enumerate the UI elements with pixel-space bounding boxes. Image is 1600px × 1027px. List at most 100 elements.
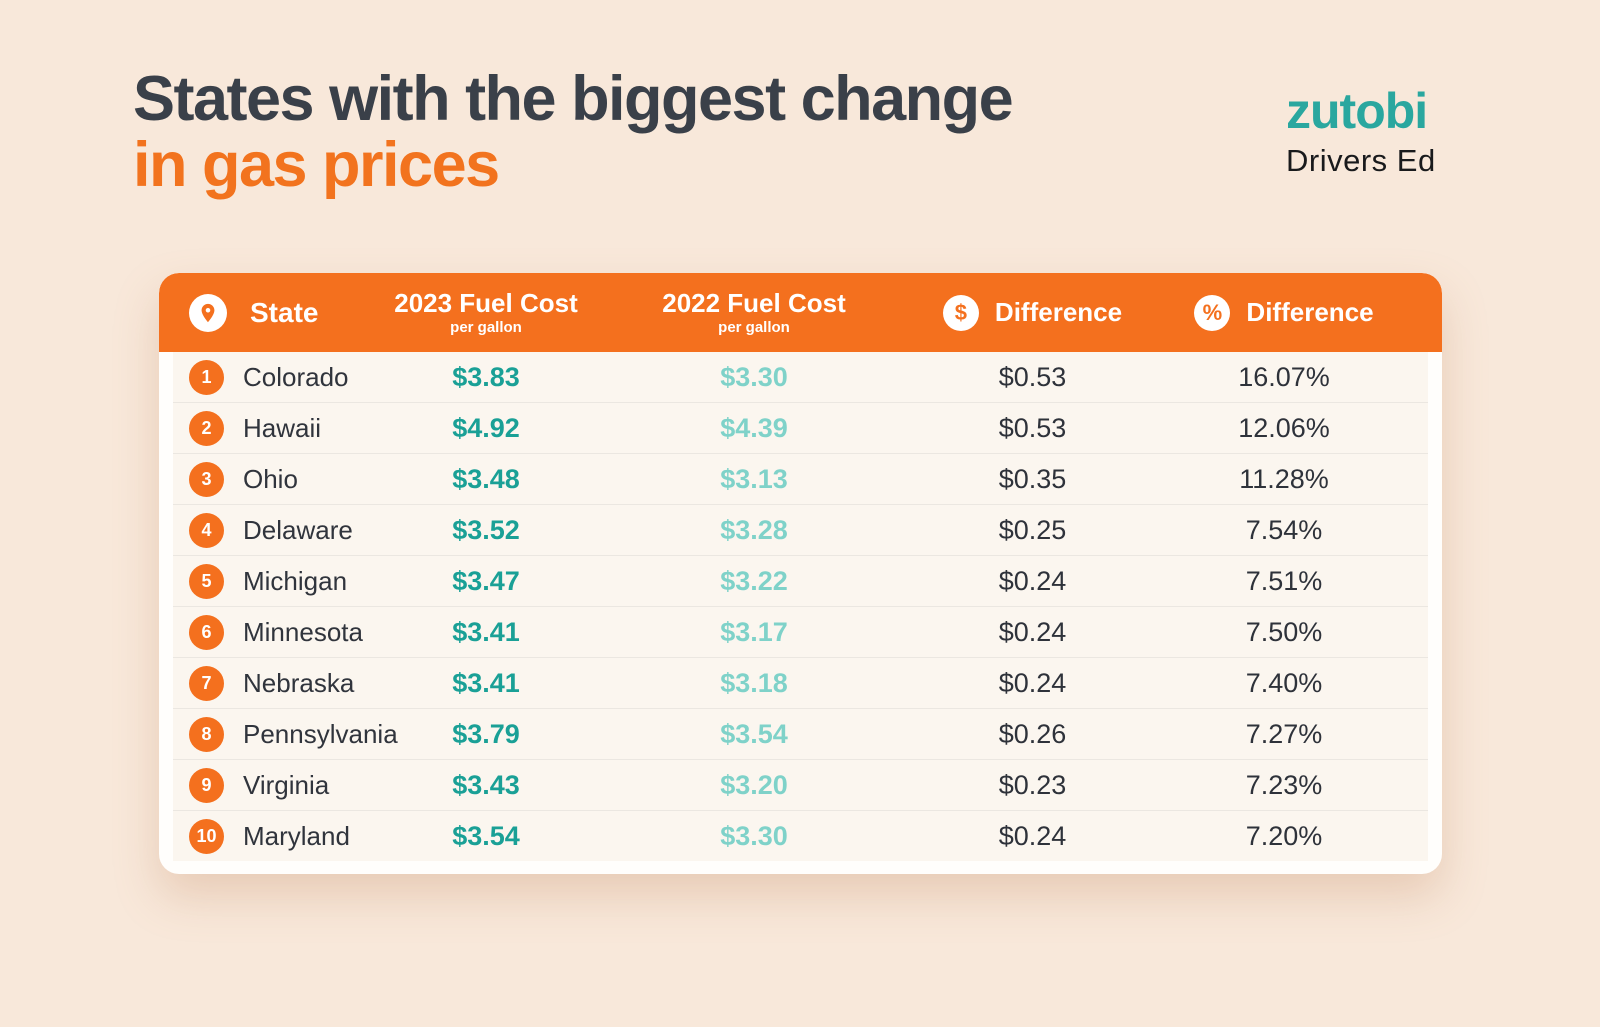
cost-2023-value: $4.92 xyxy=(452,412,520,443)
rank-badge: 1 xyxy=(189,359,224,395)
percent-difference-value: 7.50% xyxy=(1245,616,1323,647)
cost-2023-value: $3.79 xyxy=(452,718,520,749)
state-name: Hawaii xyxy=(243,412,322,443)
state-name: Maryland xyxy=(243,820,350,851)
state-cell: 5 Michigan xyxy=(189,563,389,599)
rank-badge: 6 xyxy=(189,614,224,650)
cost-2023-value: $3.48 xyxy=(452,463,520,494)
table-row: 5 Michigan $3.47 $3.22 $0.24 7.51% xyxy=(173,556,1428,607)
dollar-difference-value: $0.53 xyxy=(998,361,1067,392)
state-name: Minnesota xyxy=(243,616,363,647)
state-cell: 1 Colorado xyxy=(189,359,389,395)
rank-badge: 5 xyxy=(189,563,224,599)
table-header: State 2023 Fuel Cost per gallon 2022 Fue… xyxy=(159,273,1442,352)
header-state-label: State xyxy=(250,296,319,328)
header-percent-diff-label: Difference xyxy=(1246,297,1374,327)
dollar-difference-value: $0.24 xyxy=(998,820,1067,851)
state-name: Delaware xyxy=(243,514,353,545)
percent-difference-value: 7.20% xyxy=(1245,820,1323,851)
dollar-difference-value: $0.24 xyxy=(998,616,1067,647)
percent-icon: % xyxy=(1194,294,1231,331)
cost-2022-value: $3.30 xyxy=(720,361,788,392)
state-name: Virginia xyxy=(243,769,330,800)
state-cell: 4 Delaware xyxy=(189,512,389,548)
state-cell: 8 Pennsylvania xyxy=(189,716,398,752)
percent-difference-value: 7.23% xyxy=(1245,769,1323,800)
cost-2022-value: $3.17 xyxy=(720,616,788,647)
state-cell: 3 Ohio xyxy=(189,461,389,497)
table-row: 4 Delaware $3.52 $3.28 $0.25 7.54% xyxy=(173,505,1428,556)
location-pin-icon xyxy=(189,293,227,332)
dollar-difference-value: $0.53 xyxy=(998,412,1067,443)
state-cell: 2 Hawaii xyxy=(189,410,389,446)
header-dollar-diff-label: Difference xyxy=(994,297,1123,327)
state-cell: 7 Nebraska xyxy=(189,665,389,701)
title-line-1: States with the biggest change xyxy=(133,64,1014,134)
rank-badge: 10 xyxy=(189,818,224,854)
header-2022-unit: per gallon xyxy=(718,319,790,337)
percent-difference-value: 7.27% xyxy=(1245,718,1323,749)
cost-2023-value: $3.41 xyxy=(452,616,520,647)
table-row: 1 Colorado $3.83 $3.30 $0.53 16.07% xyxy=(173,352,1428,403)
header-2023-cost: 2023 Fuel Cost per gallon xyxy=(389,289,583,337)
page-title: States with the biggest change in gas pr… xyxy=(133,64,1014,201)
state-cell: 10 Maryland xyxy=(189,818,389,854)
state-cell: 6 Minnesota xyxy=(189,614,389,650)
cost-2023-value: $3.47 xyxy=(452,565,520,596)
rank-badge: 3 xyxy=(189,461,224,497)
header-dollar-difference: $ Difference xyxy=(925,294,1140,331)
dollar-difference-value: $0.35 xyxy=(998,463,1067,494)
rank-badge: 8 xyxy=(189,716,224,752)
cost-2022-value: $3.30 xyxy=(720,820,788,851)
cost-2023-value: $3.43 xyxy=(452,769,520,800)
gas-price-table: State 2023 Fuel Cost per gallon 2022 Fue… xyxy=(159,273,1442,874)
state-name: Pennsylvania xyxy=(243,718,398,749)
logo-wordmark: zutobi xyxy=(1286,83,1428,139)
state-name: Ohio xyxy=(243,463,298,494)
percent-difference-value: 16.07% xyxy=(1238,361,1330,392)
cost-2022-value: $3.22 xyxy=(720,565,788,596)
header-2022-label: 2022 Fuel Cost xyxy=(662,287,846,318)
cost-2023-value: $3.41 xyxy=(452,667,520,698)
brand-logo: zutobi Drivers Ed xyxy=(1286,86,1436,179)
percent-difference-value: 7.54% xyxy=(1245,514,1323,545)
header-2023-unit: per gallon xyxy=(450,319,522,337)
dollar-difference-value: $0.23 xyxy=(998,769,1067,800)
title-line-2: in gas prices xyxy=(133,130,500,201)
table-row: 3 Ohio $3.48 $3.13 $0.35 11.28% xyxy=(173,454,1428,505)
cost-2022-value: $3.20 xyxy=(720,769,788,800)
dollar-difference-value: $0.26 xyxy=(998,718,1067,749)
cost-2023-value: $3.83 xyxy=(452,361,520,392)
dollar-difference-value: $0.24 xyxy=(998,565,1067,596)
header-2022-cost: 2022 Fuel Cost per gallon xyxy=(583,289,925,337)
state-cell: 9 Virginia xyxy=(189,767,389,803)
dollar-difference-value: $0.25 xyxy=(998,514,1067,545)
rank-badge: 2 xyxy=(189,410,224,446)
table-body: 1 Colorado $3.83 $3.30 $0.53 16.07% 2 Ha… xyxy=(173,352,1428,861)
table-row: 8 Pennsylvania $3.79 $3.54 $0.26 7.27% xyxy=(173,709,1428,760)
logo-subtitle: Drivers Ed xyxy=(1286,143,1436,178)
cost-2023-value: $3.54 xyxy=(452,820,520,851)
percent-difference-value: 7.51% xyxy=(1245,565,1323,596)
state-name: Michigan xyxy=(243,565,348,596)
state-name: Colorado xyxy=(243,361,349,392)
percent-difference-value: 11.28% xyxy=(1239,463,1329,494)
table-row: 9 Virginia $3.43 $3.20 $0.23 7.23% xyxy=(173,760,1428,811)
cost-2022-value: $3.18 xyxy=(720,667,788,698)
cost-2023-value: $3.52 xyxy=(452,514,520,545)
cost-2022-value: $3.54 xyxy=(720,718,788,749)
cost-2022-value: $4.39 xyxy=(720,412,788,443)
table-row: 6 Minnesota $3.41 $3.17 $0.24 7.50% xyxy=(173,607,1428,658)
percent-difference-value: 12.06% xyxy=(1238,412,1330,443)
header-2023-label: 2023 Fuel Cost xyxy=(394,287,578,318)
header-state: State xyxy=(189,293,389,332)
rank-badge: 4 xyxy=(189,512,224,548)
cost-2022-value: $3.13 xyxy=(720,463,788,494)
state-name: Nebraska xyxy=(243,667,355,698)
dollar-difference-value: $0.24 xyxy=(998,667,1067,698)
dollar-icon: $ xyxy=(942,294,979,331)
table-row: 10 Maryland $3.54 $3.30 $0.24 7.20% xyxy=(173,811,1428,861)
cost-2022-value: $3.28 xyxy=(720,514,788,545)
table-row: 2 Hawaii $4.92 $4.39 $0.53 12.06% xyxy=(173,403,1428,454)
rank-badge: 7 xyxy=(189,665,224,701)
